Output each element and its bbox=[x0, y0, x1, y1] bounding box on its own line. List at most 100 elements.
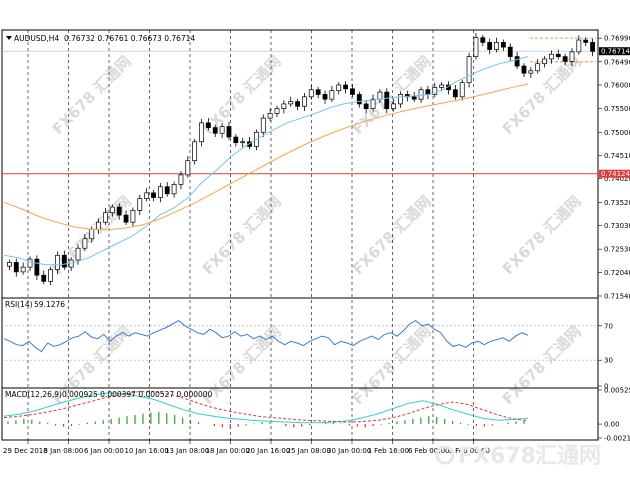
candle-body[interactable] bbox=[576, 39, 582, 53]
candle-body[interactable] bbox=[528, 70, 534, 74]
candle-body[interactable] bbox=[109, 206, 115, 214]
candle-body[interactable] bbox=[178, 174, 184, 185]
rsi-series[interactable] bbox=[2, 319, 598, 361]
macd-label: MACD(12,26,9) bbox=[5, 390, 62, 399]
candle-body[interactable] bbox=[356, 94, 362, 105]
candle-body[interactable] bbox=[171, 183, 177, 195]
macd-series[interactable] bbox=[3, 391, 529, 428]
candle-body[interactable] bbox=[480, 37, 486, 43]
candle-body[interactable] bbox=[384, 91, 390, 109]
candle-body[interactable] bbox=[75, 247, 81, 261]
candle-body[interactable] bbox=[555, 53, 561, 57]
candle-body[interactable] bbox=[20, 266, 26, 273]
candle-body[interactable] bbox=[96, 221, 102, 230]
rsi-line[interactable] bbox=[3, 319, 529, 353]
candle-body[interactable] bbox=[274, 108, 280, 114]
time-tick-label: 18 Jan 00:00 bbox=[206, 447, 250, 455]
candle-body[interactable] bbox=[27, 258, 33, 268]
candle-body[interactable] bbox=[164, 186, 170, 195]
candle-body[interactable] bbox=[473, 37, 479, 57]
candle-body[interactable] bbox=[590, 42, 595, 52]
candle-body[interactable] bbox=[315, 89, 321, 95]
candle-body[interactable] bbox=[34, 258, 40, 276]
candle-body[interactable] bbox=[157, 186, 163, 198]
candle-body[interactable] bbox=[123, 214, 129, 223]
candle-body[interactable] bbox=[281, 103, 287, 109]
candle-body[interactable] bbox=[411, 96, 417, 100]
candle-body[interactable] bbox=[507, 46, 513, 57]
candle-body[interactable] bbox=[226, 126, 232, 138]
candle-body[interactable] bbox=[137, 198, 143, 211]
symbol-label: AUDUSD,H4 bbox=[14, 34, 59, 43]
candle-body[interactable] bbox=[542, 58, 547, 65]
candle-body[interactable] bbox=[514, 56, 520, 67]
candle-body[interactable] bbox=[343, 84, 349, 90]
candle-body[interactable] bbox=[240, 141, 246, 144]
macd-tick-label: 0.00525 bbox=[604, 387, 630, 395]
time-tick-label: 30 Jan 00:00 bbox=[327, 447, 371, 455]
candle-body[interactable] bbox=[295, 101, 300, 107]
candle-body[interactable] bbox=[583, 39, 589, 43]
candle-body[interactable] bbox=[151, 192, 156, 198]
candle-body[interactable] bbox=[55, 254, 60, 270]
logo-latin-text: FX678 bbox=[458, 444, 536, 469]
candle-body[interactable] bbox=[398, 94, 403, 105]
candle-body[interactable] bbox=[350, 88, 355, 95]
candle-body[interactable] bbox=[212, 127, 218, 134]
candle-body[interactable] bbox=[500, 42, 506, 48]
macd-signal-line[interactable] bbox=[3, 391, 529, 423]
collapse-triangle-icon[interactable] bbox=[6, 36, 12, 40]
candle-body[interactable] bbox=[61, 254, 67, 268]
candle-body[interactable] bbox=[562, 56, 568, 62]
candle-body[interactable] bbox=[260, 117, 266, 133]
candle-body[interactable] bbox=[336, 84, 342, 92]
candle-body[interactable] bbox=[391, 103, 397, 109]
candle-body[interactable] bbox=[548, 53, 554, 60]
candle-body[interactable] bbox=[185, 160, 191, 176]
candle-body[interactable] bbox=[233, 136, 239, 144]
time-tick-label: 13 Jan 08:00 bbox=[165, 447, 209, 455]
candle-body[interactable] bbox=[130, 210, 136, 223]
candle-body[interactable] bbox=[418, 89, 424, 100]
candle-body[interactable] bbox=[569, 51, 575, 62]
candle-body[interactable] bbox=[302, 96, 307, 107]
candle-body[interactable] bbox=[192, 141, 198, 162]
ma-fast-line[interactable] bbox=[3, 56, 529, 266]
macd-main-line[interactable] bbox=[3, 392, 529, 424]
candle-body[interactable] bbox=[199, 122, 204, 143]
candle-body[interactable] bbox=[363, 103, 369, 109]
candle-body[interactable] bbox=[288, 101, 294, 105]
candle-body[interactable] bbox=[308, 89, 314, 98]
price-series[interactable] bbox=[2, 32, 598, 286]
candle-body[interactable] bbox=[466, 56, 472, 83]
candle-body[interactable] bbox=[116, 206, 122, 216]
time-tick-label: 9 Feb 00:00 bbox=[449, 447, 490, 455]
candle-body[interactable] bbox=[103, 212, 108, 223]
candle-body[interactable] bbox=[322, 94, 328, 100]
candle-body[interactable] bbox=[329, 90, 335, 100]
candle-body[interactable] bbox=[459, 82, 465, 98]
candle-body[interactable] bbox=[82, 238, 88, 249]
macd-tick-label: -0.002146 bbox=[604, 435, 630, 443]
candle-body[interactable] bbox=[13, 262, 19, 273]
candle-body[interactable] bbox=[377, 91, 383, 100]
candle-body[interactable] bbox=[425, 89, 431, 95]
candle-body[interactable] bbox=[41, 274, 47, 282]
candle-body[interactable] bbox=[219, 126, 225, 134]
candle-body[interactable] bbox=[535, 63, 541, 72]
candle-body[interactable] bbox=[432, 87, 438, 95]
candle-body[interactable] bbox=[521, 65, 527, 74]
candle-body[interactable] bbox=[7, 262, 12, 267]
candle-body[interactable] bbox=[89, 228, 95, 240]
candle-body[interactable] bbox=[144, 192, 150, 199]
candle-body[interactable] bbox=[370, 98, 376, 109]
candle-body[interactable] bbox=[494, 42, 499, 50]
candle-body[interactable] bbox=[439, 84, 445, 88]
candle-body[interactable] bbox=[487, 42, 493, 50]
ma-slow-line[interactable] bbox=[3, 83, 529, 231]
candle-body[interactable] bbox=[267, 113, 273, 119]
candle-body[interactable] bbox=[48, 269, 54, 282]
rsi-tick-label: 0 bbox=[604, 383, 608, 391]
candle-body[interactable] bbox=[452, 89, 458, 98]
candle-body[interactable] bbox=[205, 122, 211, 128]
